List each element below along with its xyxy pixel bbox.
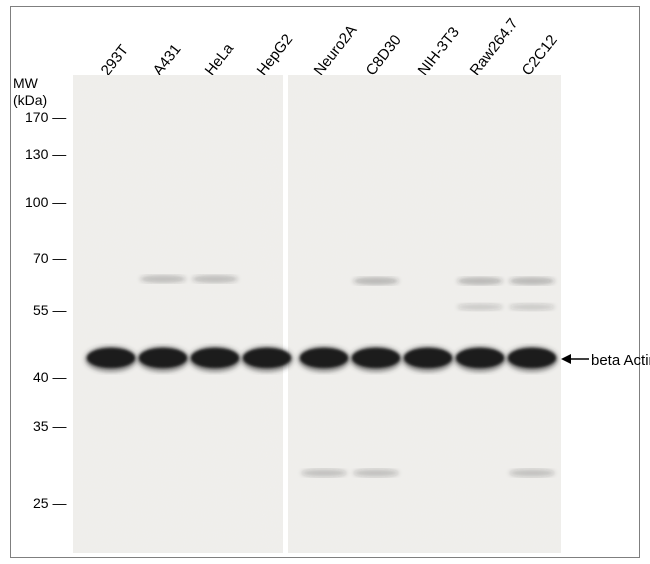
mw-tick: 100 — xyxy=(25,194,69,210)
lane-label: C8D30 xyxy=(363,32,405,79)
mw-tick: 25 — xyxy=(33,495,69,511)
mw-tick: 70 — xyxy=(33,250,69,266)
lane-label: A431 xyxy=(150,41,185,79)
mw-tick: 130 — xyxy=(25,146,69,162)
target-band-annotation: beta Actin xyxy=(591,352,650,369)
mw-axis-header: MW (kDa) xyxy=(13,75,47,109)
annotation-text: beta Actin xyxy=(591,352,650,369)
lane-label: 293T xyxy=(98,42,132,79)
mw-tick: 35 — xyxy=(33,418,69,434)
annotation-arrow xyxy=(561,352,591,366)
mw-header-line2: (kDa) xyxy=(13,92,47,108)
lane-label: HepG2 xyxy=(254,31,297,79)
lane-label: NIH-3T3 xyxy=(415,24,463,79)
mw-tick: 170 — xyxy=(25,109,69,125)
mw-header-line1: MW xyxy=(13,75,38,91)
mw-tick: 40 — xyxy=(33,369,69,385)
figure-frame: MW (kDa) 170 — 130 — 100 — 70 — 55 — 40 — 35 —… xyxy=(10,6,640,558)
blot-region xyxy=(73,75,561,553)
lane-label: HeLa xyxy=(202,40,237,79)
blot-svg xyxy=(73,75,561,553)
lane-label: Raw264.7 xyxy=(467,15,522,79)
lane-label: C2C12 xyxy=(519,32,561,79)
mw-tick: 55 — xyxy=(33,302,69,318)
lane-label: Neuro2A xyxy=(311,22,361,79)
